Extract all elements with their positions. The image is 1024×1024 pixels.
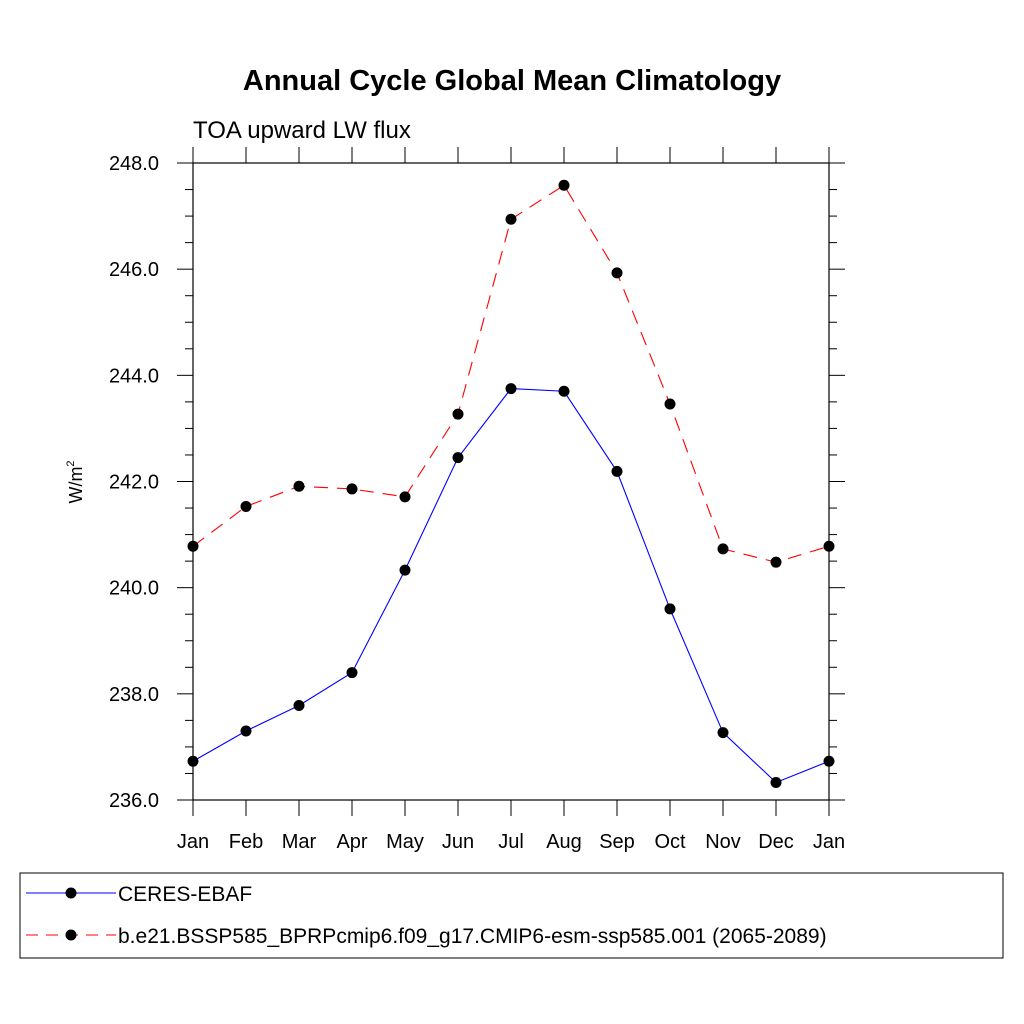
legend-label-ceres: CERES-EBAF [118,883,252,906]
data-point-ceres [770,776,782,788]
data-point-model [611,267,623,279]
x-tick-label: Jan [813,831,845,853]
y-axis-label-superscript: 2 [65,460,77,466]
data-point-model [240,500,252,512]
legend: CERES-EBAF b.e21.BSSP585_BPRPcmip6.f09_g… [19,872,1004,959]
x-tick-label: Sep [599,831,635,853]
x-tick-label: Mar [282,831,317,853]
data-point-ceres [399,564,411,576]
x-tick-label: May [386,831,424,853]
x-tick-label: Jan [177,831,209,853]
y-tick-label: 248.0 [109,153,159,175]
x-tick-label: Apr [336,831,367,853]
series-line-ceres [192,388,830,784]
y-tick-label: 246.0 [109,259,159,281]
y-tick-label: 244.0 [109,365,159,387]
chart-title: Annual Cycle Global Mean Climatology [243,65,781,97]
data-point-ceres [293,700,305,712]
x-tick-label: Nov [705,831,741,853]
data-point-ceres [717,727,729,739]
plot-frame [192,162,830,801]
legend-label-model: b.e21.BSSP585_BPRPcmip6.f09_g17.CMIP6-es… [118,925,827,948]
svg-text:W/m2: W/m2 [65,460,86,503]
data-point-ceres [611,465,623,477]
data-point-model [664,398,676,410]
data-point-ceres [505,383,517,395]
y-axis-label-text: W/m [66,467,86,504]
series-line-model [192,184,830,563]
y-axis-label: W/m2 [65,460,86,503]
y-tick-label: 242.0 [109,472,159,494]
chart-subtitle: TOA upward LW flux [193,117,411,144]
data-point-ceres [346,667,358,679]
data-point-ceres [664,603,676,615]
data-point-ceres [452,452,464,464]
data-point-model [505,213,517,225]
x-tick-label: Dec [758,831,794,853]
legend-box [19,872,1004,959]
data-point-ceres [240,725,252,737]
data-point-model [717,543,729,555]
data-point-model [293,480,305,492]
data-point-ceres [558,385,570,397]
x-tick-label: Jun [442,831,474,853]
x-tick-label: Jul [498,831,524,853]
y-tick-label: 240.0 [109,578,159,600]
y-tick-label: 236.0 [109,790,159,812]
x-tick-label: Oct [654,831,686,853]
data-point-model [452,408,464,420]
x-tick-label: Feb [229,831,263,853]
data-point-model [346,483,358,495]
data-point-model [558,179,570,191]
plot-area: 236.0 238.0 240.0 242.0 244.0 246.0 248.0 Jan Fe… [109,147,845,853]
data-point-model [399,491,411,503]
x-tick-label: Aug [546,831,582,853]
legend-marker-model [65,929,77,941]
legend-marker-ceres [65,887,77,899]
data-point-model [770,556,782,568]
y-tick-label: 238.0 [109,684,159,706]
